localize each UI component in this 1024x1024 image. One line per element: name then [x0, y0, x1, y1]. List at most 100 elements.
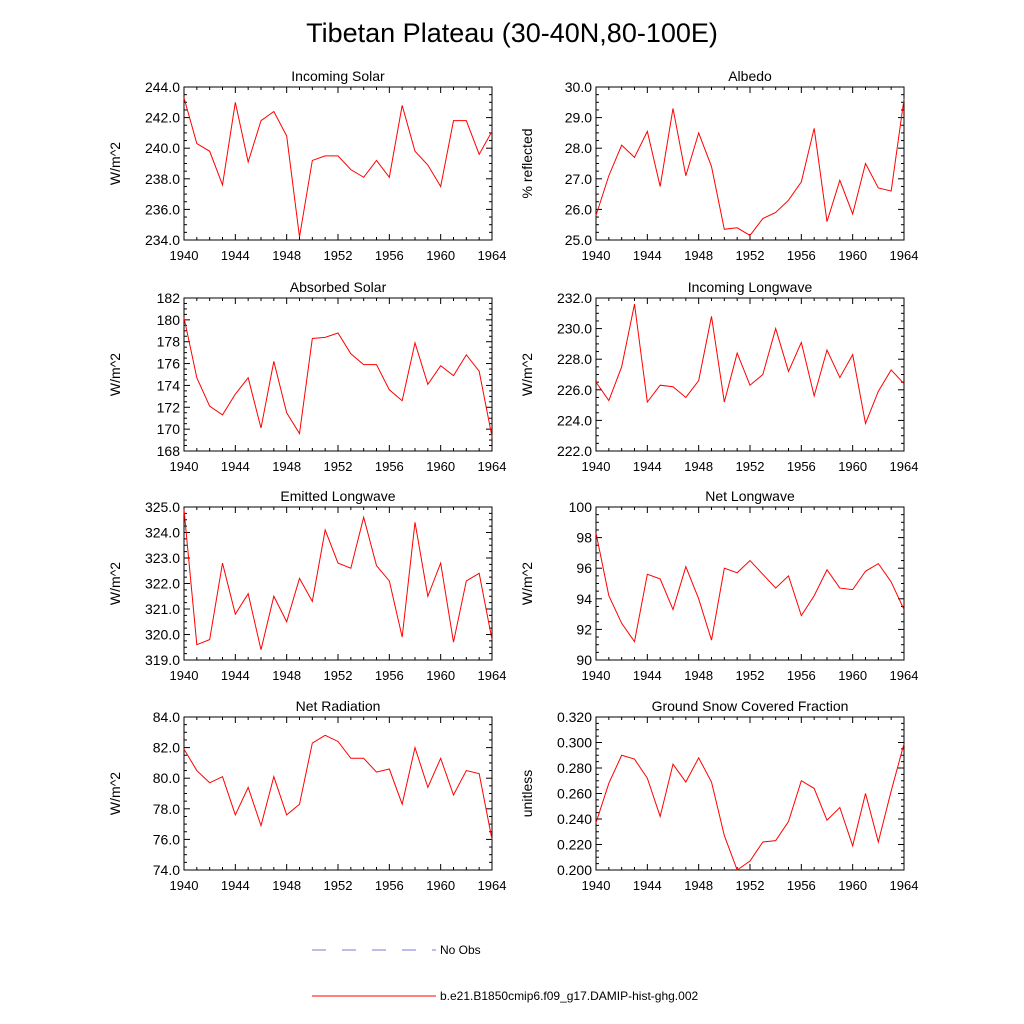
chart-net-longwave-ytick-label: 94: [576, 591, 592, 607]
figure-title: Tibetan Plateau (30-40N,80-100E): [306, 18, 718, 48]
chart-net-radiation-ytick-label: 82.0: [153, 740, 180, 756]
chart-net-radiation-xtick-label: 1952: [324, 878, 353, 893]
chart-net-radiation-ytick-label: 84.0: [153, 709, 180, 725]
chart-emitted-longwave: Emitted Longwave W/m^2 1940 1944 1948 1952 195…: [107, 488, 506, 683]
chart-net-radiation-ylabel: W/m^2: [107, 772, 123, 815]
chart-incoming-longwave-series-line: [595, 304, 905, 426]
chart-albedo-xtick-label: 1948: [684, 248, 713, 263]
chart-albedo-series-line: [595, 99, 905, 237]
chart-ground-snow-covered-fraction-title: Ground Snow Covered Fraction: [652, 698, 849, 714]
legend-label-no-obs: No Obs: [440, 943, 481, 957]
chart-absorbed-solar-xtick-label: 1952: [324, 459, 353, 474]
chart-net-radiation-series-line: [183, 734, 493, 840]
chart-absorbed-solar-title: Absorbed Solar: [290, 279, 387, 295]
chart-net-radiation-xtick-label: 1964: [478, 878, 507, 893]
chart-emitted-longwave-xtick-label: 1944: [221, 668, 250, 683]
chart-incoming-solar-xtick-label: 1952: [324, 248, 353, 263]
panels: Incoming Solar W/m^2 1940 1944 1948 1952 1956 1…: [107, 68, 918, 893]
chart-net-longwave-ytick-label: 98: [576, 530, 592, 546]
legend-label-model: b.e21.B1850cmip6.f09_g17.DAMIP-hist-ghg.…: [440, 989, 698, 1003]
chart-absorbed-solar-ytick-label: 172: [157, 399, 181, 415]
chart-net-radiation-ytick-label: 74.0: [153, 862, 180, 878]
chart-albedo-ytick-label: 26.0: [565, 201, 592, 217]
chart-net-radiation-xtick-label: 1944: [221, 878, 250, 893]
chart-emitted-longwave-ylabel: W/m^2: [107, 562, 123, 605]
chart-albedo-ytick-label: 28.0: [565, 140, 592, 156]
chart-net-longwave-ytick-label: 92: [576, 621, 592, 637]
chart-net-longwave-ytick-label: 100: [569, 499, 593, 515]
chart-ground-snow-covered-fraction-xtick-label: 1964: [890, 878, 919, 893]
chart-incoming-longwave-ytick-label: 222.0: [557, 443, 592, 459]
chart-incoming-solar-ytick-label: 242.0: [145, 110, 180, 126]
chart-net-longwave-xtick-label: 1948: [684, 668, 713, 683]
chart-incoming-longwave-xtick-label: 1948: [684, 459, 713, 474]
chart-ground-snow-covered-fraction-ytick-label: 0.220: [557, 837, 592, 853]
chart-albedo-ytick-label: 27.0: [565, 171, 592, 187]
chart-incoming-longwave: Incoming Longwave W/m^2 1940 1944 1948 1952 19…: [519, 279, 918, 474]
chart-ground-snow-covered-fraction-xtick-label: 1960: [838, 878, 867, 893]
chart-ground-snow-covered-fraction-ytick-label: 0.320: [557, 709, 592, 725]
chart-incoming-longwave-xtick-label: 1964: [890, 459, 919, 474]
chart-albedo-xtick-label: 1960: [838, 248, 867, 263]
chart-ground-snow-covered-fraction: Ground Snow Covered Fraction unitless 1940…: [519, 698, 918, 893]
chart-ground-snow-covered-fraction-xtick-label: 1944: [633, 878, 662, 893]
chart-albedo-ytick-label: 30.0: [565, 79, 592, 95]
chart-ground-snow-covered-fraction-ytick-label: 0.260: [557, 786, 592, 802]
chart-absorbed-solar-xtick-label: 1956: [375, 459, 404, 474]
chart-incoming-longwave-ytick-label: 230.0: [557, 321, 592, 337]
chart-incoming-solar-xtick-label: 1960: [426, 248, 455, 263]
chart-ground-snow-covered-fraction-ytick-label: 0.280: [557, 760, 592, 776]
chart-net-radiation-ytick-label: 76.0: [153, 831, 180, 847]
chart-incoming-solar-title: Incoming Solar: [291, 68, 385, 84]
chart-net-radiation-xtick-label: 1940: [170, 878, 199, 893]
chart-ground-snow-covered-fraction-xtick-label: 1940: [582, 878, 611, 893]
chart-absorbed-solar-ytick-label: 178: [157, 334, 181, 350]
chart-absorbed-solar-ytick-label: 180: [157, 312, 181, 328]
chart-net-radiation-title: Net Radiation: [296, 698, 381, 714]
chart-incoming-longwave-xtick-label: 1956: [787, 459, 816, 474]
chart-net-longwave-xtick-label: 1952: [736, 668, 765, 683]
chart-albedo-ytick-label: 29.0: [565, 110, 592, 126]
chart-ground-snow-covered-fraction-ytick-label: 0.200: [557, 862, 592, 878]
chart-albedo-xtick-label: 1944: [633, 248, 662, 263]
chart-net-radiation-xtick-label: 1948: [272, 878, 301, 893]
chart-incoming-solar-ytick-label: 234.0: [145, 232, 180, 248]
chart-net-longwave-xtick-label: 1964: [890, 668, 919, 683]
chart-incoming-longwave-ytick-label: 232.0: [557, 290, 592, 306]
chart-absorbed-solar-xtick-label: 1964: [478, 459, 507, 474]
chart-incoming-solar-xtick-label: 1956: [375, 248, 404, 263]
chart-incoming-longwave-xtick-label: 1944: [633, 459, 662, 474]
chart-ground-snow-covered-fraction-xtick-label: 1956: [787, 878, 816, 893]
chart-incoming-longwave-ytick-label: 228.0: [557, 351, 592, 367]
chart-absorbed-solar-ytick-label: 168: [157, 443, 181, 459]
chart-net-longwave-ylabel: W/m^2: [519, 562, 535, 605]
chart-absorbed-solar-xtick-label: 1948: [272, 459, 301, 474]
chart-incoming-solar-ylabel: W/m^2: [107, 142, 123, 185]
chart-incoming-solar-ytick-label: 244.0: [145, 79, 180, 95]
chart-emitted-longwave-xtick-label: 1964: [478, 668, 507, 683]
chart-albedo-frame: [595, 86, 905, 241]
chart-net-radiation-xtick-label: 1960: [426, 878, 455, 893]
chart-emitted-longwave-ytick-label: 324.0: [145, 525, 180, 541]
chart-incoming-longwave-title: Incoming Longwave: [688, 279, 813, 295]
chart-net-radiation-ytick-label: 80.0: [153, 770, 180, 786]
chart-incoming-solar-ytick-label: 238.0: [145, 171, 180, 187]
chart-incoming-solar-xtick-label: 1944: [221, 248, 250, 263]
chart-net-longwave: Net Longwave W/m^2 1940 1944 1948 1952 1956 196…: [519, 488, 918, 683]
chart-emitted-longwave-ytick-label: 323.0: [145, 550, 180, 566]
chart-absorbed-solar-series-line: [183, 317, 493, 437]
chart-net-longwave-xtick-label: 1940: [582, 668, 611, 683]
chart-incoming-solar-ytick-label: 236.0: [145, 201, 180, 217]
chart-incoming-longwave-frame: [595, 297, 905, 452]
chart-ground-snow-covered-fraction-series-line: [595, 743, 905, 871]
chart-ground-snow-covered-fraction-ytick-label: 0.240: [557, 811, 592, 827]
chart-absorbed-solar-ytick-label: 174: [157, 377, 181, 393]
chart-incoming-solar-xtick-label: 1948: [272, 248, 301, 263]
chart-emitted-longwave-ytick-label: 321.0: [145, 601, 180, 617]
chart-emitted-longwave-ytick-label: 319.0: [145, 652, 180, 668]
chart-net-longwave-xtick-label: 1956: [787, 668, 816, 683]
chart-albedo-ytick-label: 25.0: [565, 232, 592, 248]
chart-incoming-longwave-ylabel: W/m^2: [519, 353, 535, 396]
chart-absorbed-solar-ytick-label: 182: [157, 290, 181, 306]
chart-incoming-solar: Incoming Solar W/m^2 1940 1944 1948 1952 1956 1…: [107, 68, 506, 263]
